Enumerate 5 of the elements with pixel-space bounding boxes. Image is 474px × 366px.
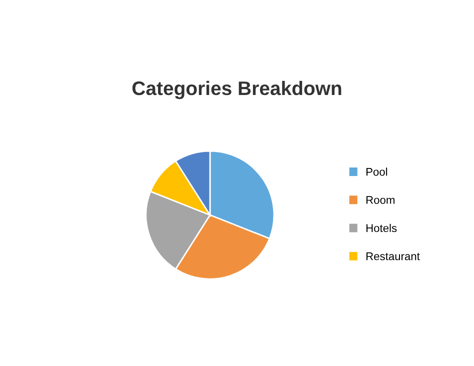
chart-title: Categories Breakdown: [132, 80, 342, 100]
legend-label: Hotels: [366, 224, 397, 232]
legend-label: Room: [366, 196, 394, 204]
legend-label: Pool: [366, 168, 388, 176]
legend-label: Restaurant: [366, 252, 420, 260]
